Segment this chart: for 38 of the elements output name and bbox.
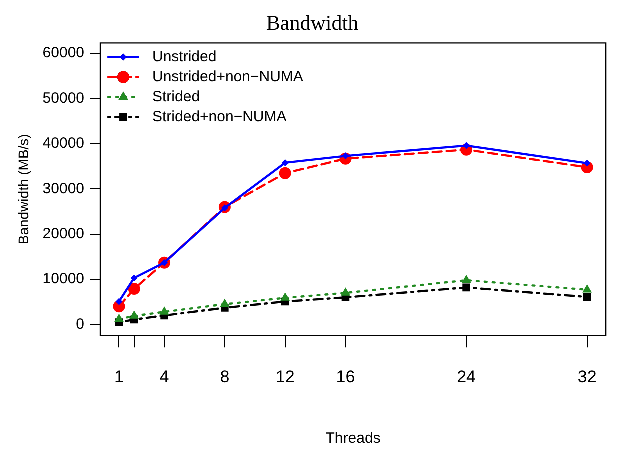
x-axis-title: Threads — [326, 430, 381, 448]
legend-label: Unstrided+non−NUMA — [152, 68, 304, 86]
y-tick-label: 60000 — [42, 44, 85, 62]
x-tick-label: 8 — [220, 367, 230, 386]
point — [160, 306, 170, 315]
x-tick-label: 32 — [578, 367, 597, 386]
y-tick-label: 30000 — [42, 180, 85, 198]
y-tick-label: 40000 — [42, 135, 85, 152]
point — [584, 160, 591, 167]
point — [280, 292, 290, 301]
point — [114, 314, 124, 322]
point — [130, 310, 140, 319]
point — [462, 284, 470, 292]
point — [279, 167, 292, 180]
point — [462, 274, 472, 284]
point — [220, 298, 230, 308]
y-tick-label: 0 — [76, 316, 85, 333]
y-tick-label: 20000 — [42, 226, 85, 243]
x-tick-label: 12 — [276, 367, 295, 386]
point — [282, 159, 289, 166]
y-tick-label: 50000 — [42, 90, 85, 107]
x-tick-label: 24 — [457, 367, 476, 386]
point — [128, 283, 140, 296]
point — [116, 298, 123, 306]
legend-label: Strided — [152, 88, 200, 106]
point — [130, 274, 138, 282]
y-tick-label: 10000 — [42, 270, 85, 288]
legend-label: Strided+non−NUMA — [152, 108, 287, 126]
point — [340, 288, 350, 296]
x-tick-label: 1 — [114, 367, 124, 386]
point — [582, 284, 592, 293]
legend-label: Unstrided — [152, 48, 217, 66]
x-tick-label: 4 — [160, 367, 170, 386]
y-axis-title: Bandwidth (MB/s) — [15, 134, 32, 245]
x-tick-label: 16 — [336, 367, 356, 386]
point — [583, 293, 592, 302]
chart-title: Bandwidth — [266, 11, 360, 36]
point — [463, 142, 470, 150]
